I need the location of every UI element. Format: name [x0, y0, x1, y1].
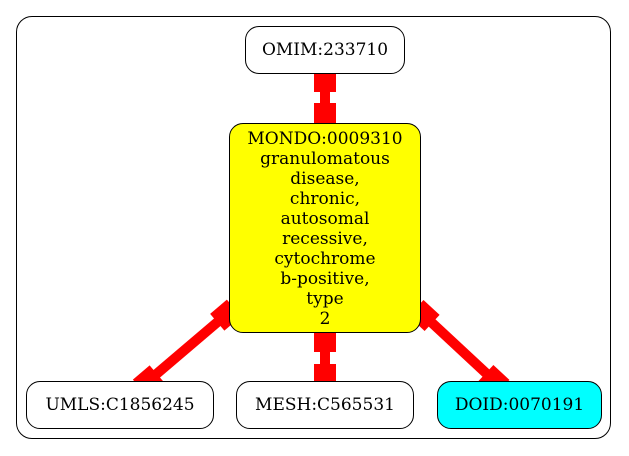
edge-omim-mondo-cap-start [314, 70, 336, 92]
node-mondo-line: autosomal [280, 209, 370, 229]
node-mondo-line: 2 [319, 309, 331, 329]
edge-mondo-mesh-cap-end [314, 364, 336, 386]
node-doid[interactable]: DOID:0070191 [437, 381, 602, 429]
node-umls-label: UMLS:C1856245 [45, 395, 195, 415]
node-mondo-line: type [306, 289, 344, 309]
node-mondo-line: chronic, [289, 189, 361, 209]
node-mesh-label: MESH:C565531 [255, 395, 395, 415]
node-umls[interactable]: UMLS:C1856245 [26, 381, 214, 429]
node-mondo-line: cytochrome [274, 249, 376, 269]
node-mondo-line: granulomatous [260, 149, 390, 169]
graph-frame [16, 16, 611, 439]
node-mondo-line: b-positive, [280, 269, 370, 289]
edge-mondo-mesh-cap-start [314, 330, 336, 352]
node-mondo[interactable]: MONDO:0009310 granulomatous disease, chr… [229, 123, 421, 333]
node-doid-label: DOID:0070191 [454, 395, 585, 415]
node-omim[interactable]: OMIM:233710 [245, 26, 405, 74]
node-mondo-line: recessive, [282, 229, 368, 249]
node-mondo-line: disease, [290, 169, 360, 189]
edge-omim-mondo-cap-end [314, 103, 336, 125]
node-mondo-line: MONDO:0009310 [247, 129, 403, 149]
node-mesh[interactable]: MESH:C565531 [236, 381, 414, 429]
node-omim-label: OMIM:233710 [261, 40, 389, 60]
